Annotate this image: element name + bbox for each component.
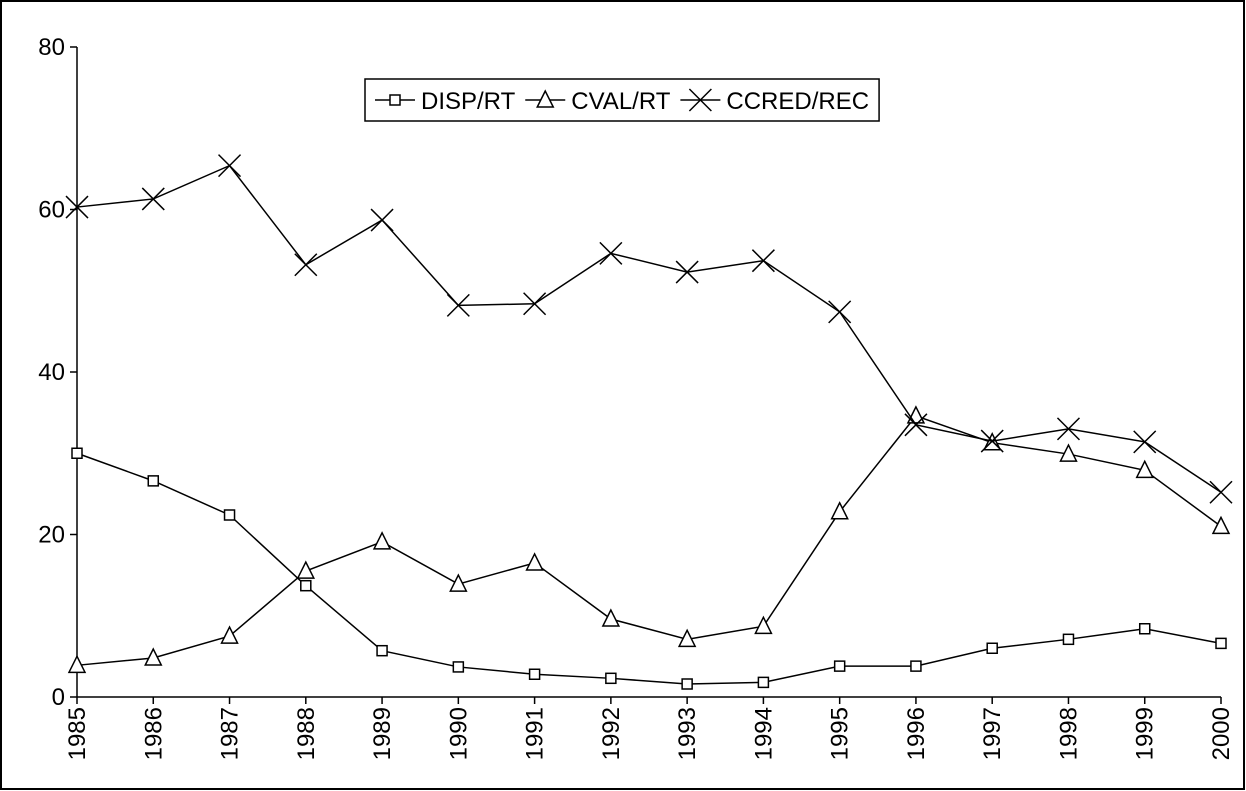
- y-tick-label: 60: [38, 197, 65, 224]
- point-marker: [980, 429, 1004, 453]
- x-tick-label: 1991: [522, 707, 549, 760]
- point-marker: [986, 642, 998, 654]
- point-marker: [1135, 459, 1154, 479]
- x-tick-label: 1999: [1132, 707, 1159, 760]
- x-tick-label: 1989: [369, 707, 396, 760]
- x-tick-label: 1996: [903, 707, 930, 760]
- point-marker: [65, 195, 89, 219]
- x-tick-label: 2000: [1208, 707, 1235, 760]
- point-marker: [296, 560, 316, 579]
- point-marker: [681, 678, 693, 690]
- point-marker: [218, 154, 242, 178]
- point-marker: [751, 249, 775, 273]
- x-tick-label: 1986: [140, 707, 167, 760]
- y-tick-label: 20: [38, 522, 65, 549]
- point-marker: [830, 501, 849, 520]
- series-line: [76, 452, 1222, 685]
- x-tick-label: 1994: [750, 707, 777, 760]
- x-tick-label: 1992: [598, 707, 625, 760]
- point-marker: [757, 676, 770, 689]
- point-marker: [144, 647, 163, 666]
- legend-label: CVAL/RT: [571, 88, 670, 115]
- point-marker: [1133, 430, 1157, 454]
- point-marker: [904, 413, 928, 437]
- y-tick-label: 0: [52, 684, 65, 711]
- point-marker: [449, 573, 468, 592]
- point-marker: [446, 293, 470, 317]
- x-tick-label: 1997: [979, 707, 1006, 760]
- point-marker: [1209, 480, 1233, 504]
- legend: DISP/RT CVAL/RT CCRED/REC: [364, 78, 880, 122]
- x-tick-label: 1987: [217, 707, 244, 760]
- x-tick-label: 1993: [674, 707, 701, 760]
- point-marker: [1059, 443, 1078, 462]
- y-tick-label: 80: [38, 34, 65, 61]
- point-marker: [67, 654, 87, 674]
- point-marker: [599, 241, 623, 265]
- point-marker: [523, 292, 547, 316]
- point-marker: [300, 579, 312, 592]
- point-marker: [910, 660, 922, 672]
- point-marker: [71, 447, 83, 459]
- x-tick-label: 1998: [1055, 707, 1082, 760]
- legend-label: CCRED/REC: [726, 88, 869, 115]
- legend-box: [364, 78, 880, 122]
- point-marker: [833, 660, 846, 672]
- point-marker: [223, 509, 236, 521]
- point-marker: [370, 208, 394, 232]
- series-line: [76, 414, 1222, 667]
- point-marker: [141, 187, 165, 211]
- point-marker: [1211, 515, 1231, 535]
- y-tick-label: 40: [38, 359, 65, 386]
- point-marker: [220, 625, 239, 644]
- legend-marker: [536, 89, 555, 108]
- point-marker: [528, 668, 541, 680]
- legend-marker: [688, 88, 712, 112]
- point-marker: [1062, 633, 1075, 646]
- point-marker: [452, 661, 465, 673]
- point-marker: [147, 475, 160, 487]
- x-tick-label: 1995: [827, 707, 854, 760]
- point-marker: [1056, 417, 1081, 441]
- x-tick-label: 1990: [445, 707, 472, 760]
- point-marker: [601, 608, 621, 627]
- x-tick-label: 1988: [293, 707, 320, 760]
- legend-label: DISP/RT: [421, 88, 516, 115]
- point-marker: [828, 300, 852, 324]
- point-marker: [372, 531, 392, 550]
- point-marker: [376, 644, 388, 657]
- point-marker: [525, 552, 544, 571]
- point-marker: [675, 260, 699, 284]
- legend-marker: [389, 94, 401, 106]
- x-tick-label: 1985: [64, 707, 91, 760]
- point-marker: [294, 253, 318, 277]
- point-marker: [677, 628, 697, 648]
- point-marker: [1138, 623, 1151, 635]
- point-marker: [1215, 637, 1227, 650]
- series-line: [76, 164, 1222, 493]
- point-marker: [754, 615, 773, 635]
- point-marker: [605, 672, 617, 685]
